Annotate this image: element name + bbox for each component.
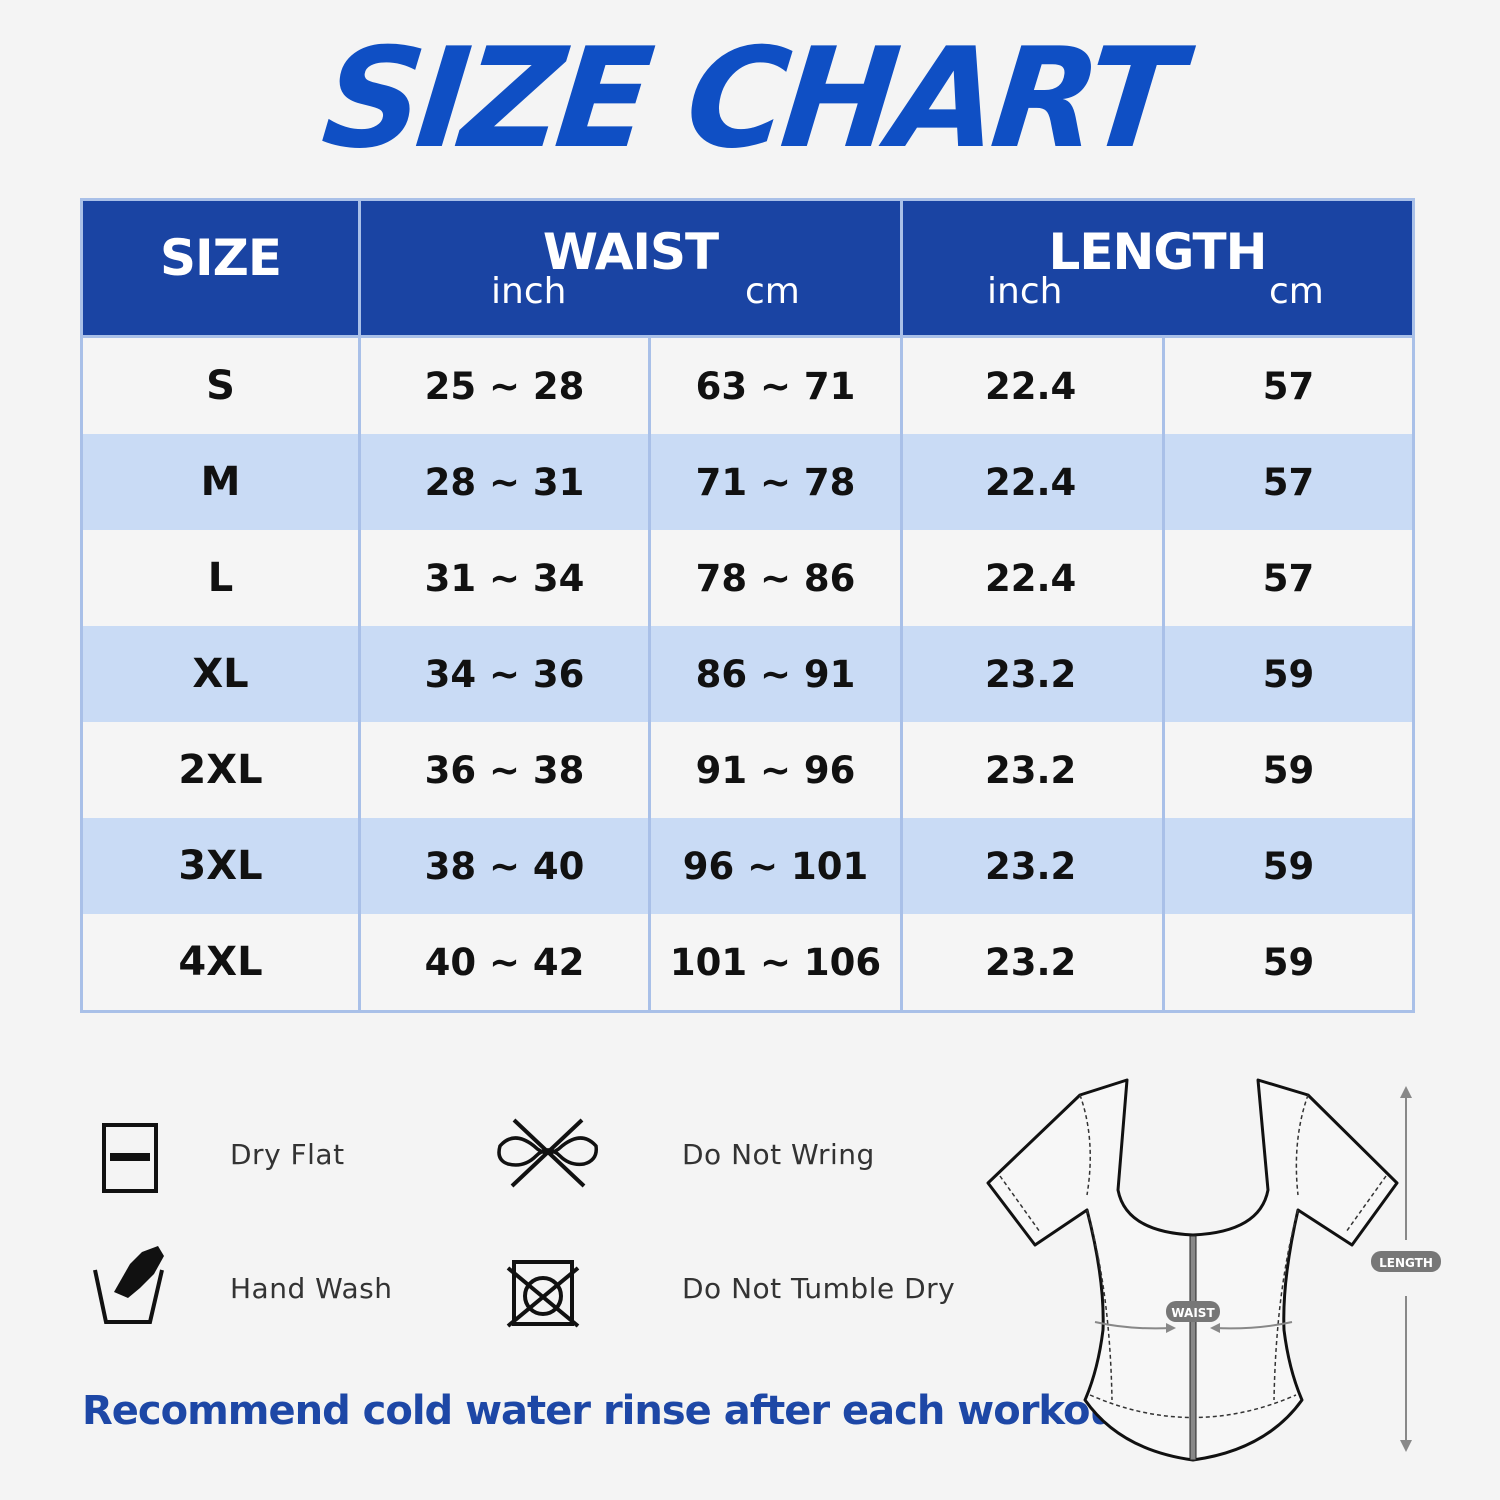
unit-cm: cm: [745, 271, 800, 312]
cell-size: XL: [80, 626, 361, 722]
cell-length-cm: 59: [1162, 626, 1415, 722]
cell-length-inch: 23.2: [900, 626, 1165, 722]
header-size: SIZE: [80, 198, 361, 338]
cell-waist-inch: 38 ~ 40: [358, 818, 651, 914]
hand-wash-icon: [93, 1246, 164, 1324]
cell-length-inch: 22.4: [900, 336, 1165, 434]
cell-waist-cm: 101 ~ 106: [648, 914, 903, 1013]
cell-waist-inch: 40 ~ 42: [358, 914, 651, 1013]
cell-size: S: [80, 336, 361, 434]
cell-waist-inch: 28 ~ 31: [358, 434, 651, 530]
table-row: 2XL 36 ~ 38 91 ~ 96 23.2 59: [80, 722, 1415, 818]
care-label: Do Not Wring: [682, 1138, 875, 1171]
cell-length-inch: 23.2: [900, 818, 1165, 914]
header-waist: WAIST inch cm: [358, 198, 903, 338]
unit-inch: inch: [491, 271, 567, 312]
care-label: Hand Wash: [230, 1272, 393, 1305]
cell-length-cm: 59: [1162, 722, 1415, 818]
cell-length-cm: 57: [1162, 530, 1415, 626]
cell-waist-inch: 25 ~ 28: [358, 336, 651, 434]
cell-size: 4XL: [80, 914, 361, 1013]
cell-waist-cm: 78 ~ 86: [648, 530, 903, 626]
cell-length-cm: 57: [1162, 434, 1415, 530]
cell-length-inch: 23.2: [900, 914, 1165, 1013]
cell-size: 2XL: [80, 722, 361, 818]
unit-cm: cm: [1269, 271, 1324, 312]
table-row: 4XL 40 ~ 42 101 ~ 106 23.2 59: [80, 914, 1415, 1013]
cell-size: 3XL: [80, 818, 361, 914]
cell-length-cm: 59: [1162, 818, 1415, 914]
cell-length-inch: 22.4: [900, 530, 1165, 626]
care-note: Recommend cold water rinse after each wo…: [82, 1388, 1150, 1434]
cell-length-inch: 23.2: [900, 722, 1165, 818]
table-row: M 28 ~ 31 71 ~ 78 22.4 57: [80, 434, 1415, 530]
do-not-tumble-dry-icon: [506, 1260, 580, 1328]
cell-waist-inch: 36 ~ 38: [358, 722, 651, 818]
cell-waist-inch: 34 ~ 36: [358, 626, 651, 722]
dry-flat-icon: [102, 1123, 158, 1193]
cell-waist-cm: 63 ~ 71: [648, 336, 903, 434]
cell-waist-cm: 96 ~ 101: [648, 818, 903, 914]
table-row: L 31 ~ 34 78 ~ 86 22.4 57: [80, 530, 1415, 626]
header-length: LENGTH inch cm: [900, 198, 1415, 338]
cell-length-cm: 59: [1162, 914, 1415, 1013]
unit-inch: inch: [987, 271, 1063, 312]
cell-waist-inch: 31 ~ 34: [358, 530, 651, 626]
cell-waist-cm: 86 ~ 91: [648, 626, 903, 722]
table-row: S 25 ~ 28 63 ~ 71 22.4 57: [80, 336, 1415, 434]
care-label: Dry Flat: [230, 1138, 345, 1171]
cell-size: M: [80, 434, 361, 530]
do-not-wring-icon: [497, 1118, 598, 1188]
cell-waist-cm: 71 ~ 78: [648, 434, 903, 530]
waist-label: WAIST: [1171, 1306, 1215, 1320]
table-row: XL 34 ~ 36 86 ~ 91 23.2 59: [80, 626, 1415, 722]
cell-length-cm: 57: [1162, 336, 1415, 434]
cell-length-inch: 22.4: [900, 434, 1165, 530]
length-label: LENGTH: [1379, 1256, 1433, 1270]
page-title: SIZE CHART: [316, 18, 1184, 179]
cell-size: L: [80, 530, 361, 626]
table-row: 3XL 38 ~ 40 96 ~ 101 23.2 59: [80, 818, 1415, 914]
care-label: Do Not Tumble Dry: [682, 1272, 956, 1305]
size-table: SIZE WAIST inch cm LENGTH inch cm S 25 ~ …: [80, 198, 1415, 1013]
cell-waist-cm: 91 ~ 96: [648, 722, 903, 818]
